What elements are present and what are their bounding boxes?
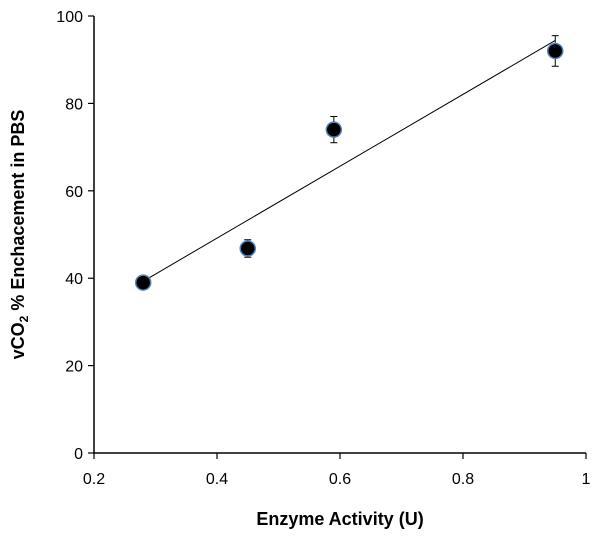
trendline xyxy=(142,40,556,282)
data-point xyxy=(547,42,564,60)
y-axis-title-main: vCO xyxy=(8,322,28,359)
y-axis-title: vCO2 % Enchacement in PBS xyxy=(8,110,31,360)
x-tick-label: 1 xyxy=(582,471,591,488)
data-points xyxy=(134,42,564,291)
x-axis-title: Enzyme Activity (U) xyxy=(256,509,423,529)
axes xyxy=(93,16,586,454)
y-axis-title-subscript: 2 xyxy=(17,315,31,322)
y-tick-label: 40 xyxy=(65,271,83,288)
error-bars xyxy=(139,35,559,286)
x-tick-label: 0.4 xyxy=(206,471,228,488)
x-tick-label: 0.8 xyxy=(452,471,474,488)
x-tick-label: 0.2 xyxy=(83,471,105,488)
trendline-segment xyxy=(142,40,556,282)
y-tick-label: 100 xyxy=(56,9,83,26)
x-tick-label: 0.6 xyxy=(329,471,351,488)
x-ticks: 0.2 0.4 0.6 0.8 1 xyxy=(83,453,591,488)
data-point xyxy=(239,240,256,257)
y-ticks: 0 20 40 60 80 100 xyxy=(56,9,94,463)
y-tick-label: 0 xyxy=(74,446,83,463)
y-axis-title-rest: % Enchacement in PBS xyxy=(8,110,28,316)
y-tick-label: 20 xyxy=(65,359,83,376)
y-tick-label: 80 xyxy=(65,96,83,113)
data-point xyxy=(325,121,343,138)
data-point xyxy=(134,274,152,291)
y-tick-label: 60 xyxy=(65,184,83,201)
